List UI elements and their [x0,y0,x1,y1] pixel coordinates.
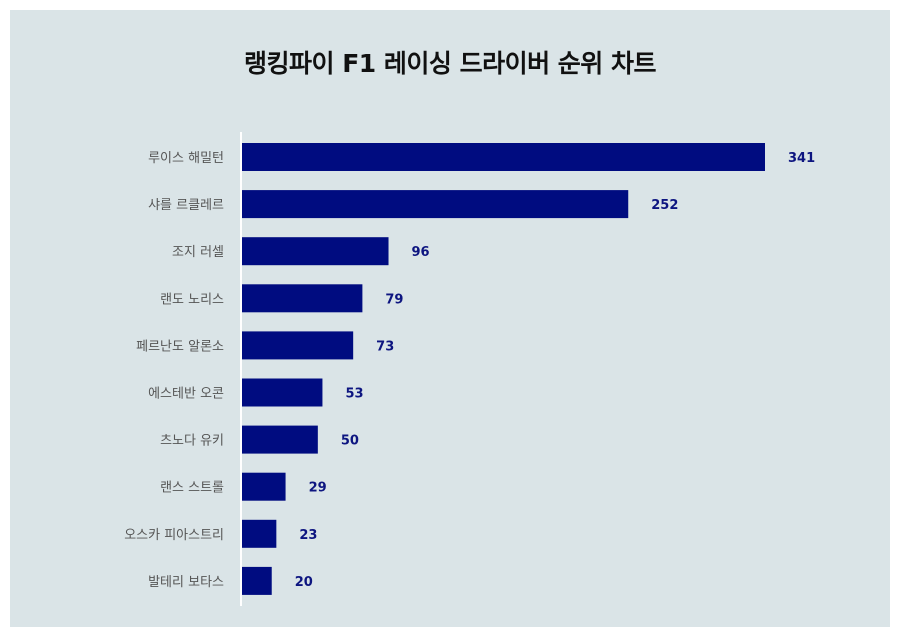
value-label: 53 [345,387,363,402]
value-label: 79 [385,292,403,307]
bar [241,331,354,360]
bar [241,190,629,219]
value-label: 252 [651,198,678,213]
bar [241,143,765,171]
value-label: 341 [788,151,815,166]
chart-title: 랭킹파이 F1 레이싱 드라이버 순위 차트 [244,49,657,78]
bar [241,378,323,407]
category-label: 랜스 스트롤 [160,481,224,496]
value-label: 20 [295,575,313,590]
category-label: 에스테반 오콘 [148,387,224,402]
value-label: 96 [412,245,430,260]
value-label: 29 [309,481,327,496]
bar [241,284,363,313]
category-label: 조지 러셀 [172,245,224,260]
bar [241,237,389,266]
category-label: 오스카 피아스트리 [124,528,224,543]
category-label: 샤를 르클레르 [148,198,224,213]
category-label: 발테리 보타스 [148,575,224,590]
value-label: 50 [341,434,359,449]
chart-card [10,10,890,627]
bar [241,566,272,595]
bar [241,519,277,548]
category-label: 츠노다 유키 [160,434,224,449]
category-label: 루이스 해밀턴 [148,151,224,166]
bar [241,425,318,454]
value-label: 23 [299,528,317,543]
bar [241,472,286,501]
category-label: 랜도 노리스 [160,292,224,307]
value-label: 73 [376,339,394,354]
category-label: 페르난도 알론소 [136,339,224,354]
